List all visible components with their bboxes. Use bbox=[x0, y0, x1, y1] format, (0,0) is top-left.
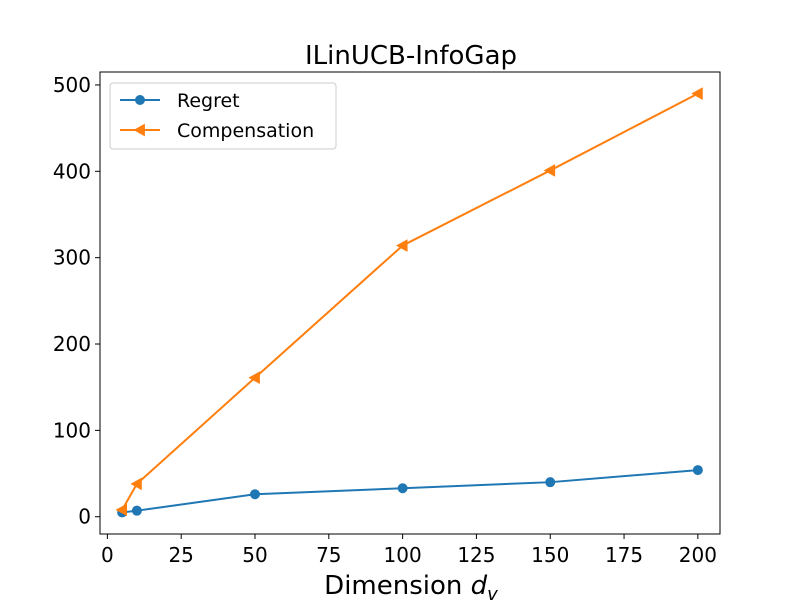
axes-frame bbox=[99, 71, 721, 535]
y-tick-label: 500 bbox=[53, 73, 91, 97]
data-point bbox=[115, 503, 128, 517]
series-compensation bbox=[115, 87, 703, 517]
x-tick-label: 25 bbox=[168, 543, 193, 567]
y-tick-label: 300 bbox=[53, 246, 91, 270]
legend: Regret Compensation bbox=[109, 82, 337, 150]
x-axis-label-prefix: Dimension bbox=[324, 571, 470, 600]
legend-entry: Compensation bbox=[120, 120, 314, 142]
data-point bbox=[131, 505, 142, 516]
data-point bbox=[135, 95, 145, 105]
legend-box bbox=[109, 82, 337, 150]
legend-label: Compensation bbox=[177, 120, 314, 142]
legend-entries: Regret Compensation bbox=[120, 90, 314, 142]
x-tick-label: 50 bbox=[242, 543, 267, 567]
x-tick-label: 100 bbox=[384, 543, 422, 567]
x-tick-label: 200 bbox=[679, 543, 717, 567]
data-point bbox=[397, 483, 408, 494]
x-tick-label: 75 bbox=[316, 543, 341, 567]
chart-title: ILinUCB-InfoGap bbox=[305, 41, 517, 71]
data-point bbox=[545, 477, 556, 488]
y-tick-label: 400 bbox=[53, 159, 91, 183]
data-point bbox=[543, 164, 556, 177]
x-axis-label-var: d bbox=[471, 571, 488, 600]
x-axis-ticks: 0 25 50 75 100 125 150 175 200 bbox=[101, 534, 717, 567]
x-axis-label: Dimension dv bbox=[324, 571, 498, 600]
y-axis-ticks: 0 100 200 300 400 500 bbox=[53, 73, 100, 529]
y-tick-label: 100 bbox=[53, 418, 91, 442]
x-axis-label-sub: v bbox=[487, 584, 498, 600]
data-point bbox=[250, 489, 260, 500]
data-point bbox=[248, 371, 260, 385]
data-point bbox=[133, 123, 145, 137]
series-regret bbox=[117, 465, 703, 518]
data-point bbox=[130, 477, 142, 491]
data-point bbox=[692, 465, 703, 476]
x-tick-label: 125 bbox=[457, 543, 495, 567]
x-tick-label: 0 bbox=[101, 543, 114, 567]
x-tick-label: 150 bbox=[531, 543, 569, 567]
data-point bbox=[691, 87, 703, 100]
plot-area bbox=[115, 87, 703, 518]
x-tick-label: 175 bbox=[605, 543, 643, 567]
y-tick-label: 0 bbox=[78, 505, 91, 529]
data-point bbox=[396, 239, 408, 252]
legend-label: Regret bbox=[177, 90, 240, 112]
legend-entry: Regret bbox=[120, 90, 240, 112]
y-tick-label: 200 bbox=[53, 332, 91, 356]
series-line bbox=[121, 92, 699, 511]
series-line bbox=[122, 469, 698, 514]
